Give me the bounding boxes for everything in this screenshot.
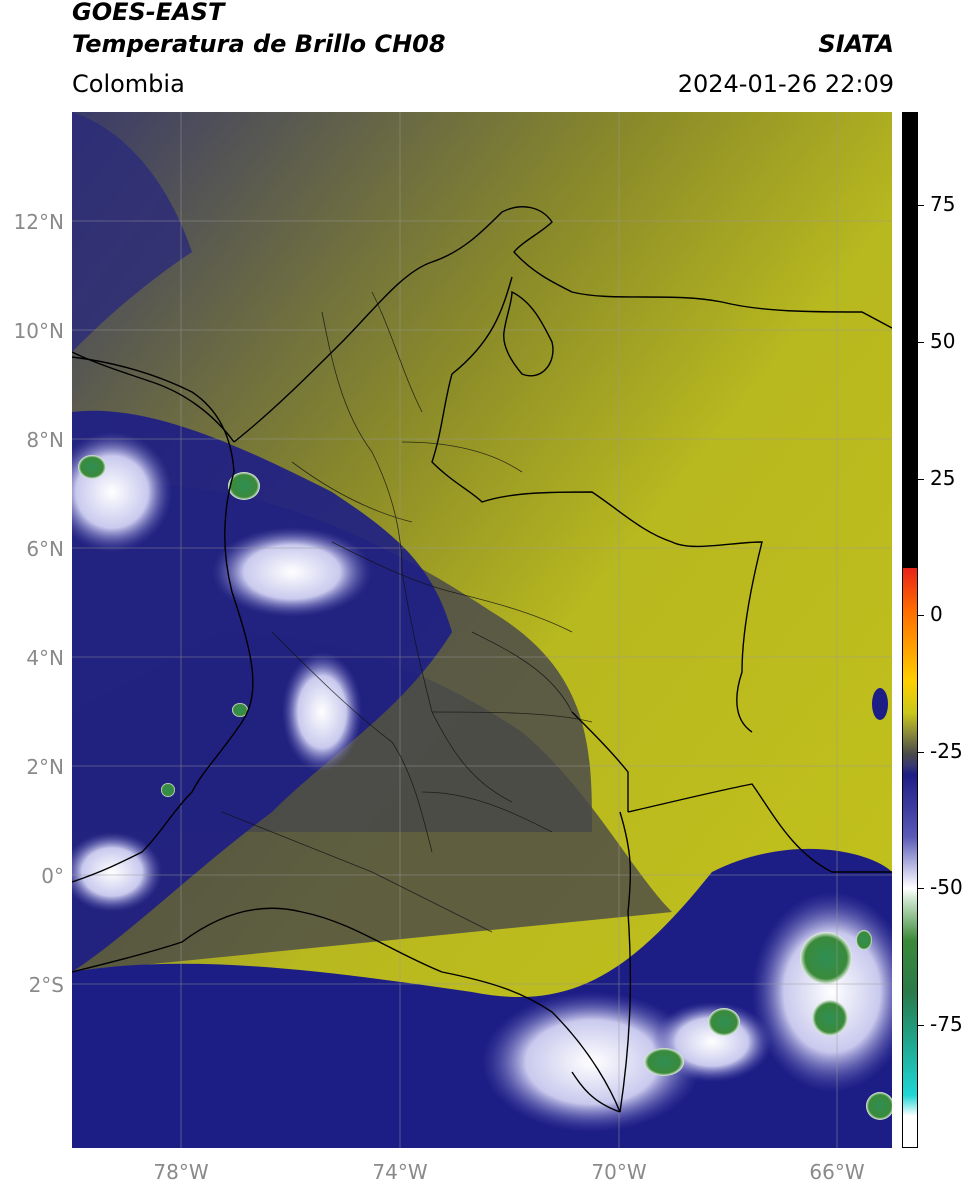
colorbar-label-0: 0 [930, 602, 943, 626]
lat-label-0: 0° [41, 864, 64, 888]
colorbar-tick [918, 888, 924, 889]
lon-label-66w: 66°W [809, 1160, 865, 1184]
lat-label-2n: 2°N [26, 755, 64, 779]
lat-label-12n: 12°N [13, 210, 64, 234]
graticule [72, 112, 892, 1148]
lat-label-10n: 10°N [13, 319, 64, 343]
colorbar-tick [918, 342, 924, 343]
colorbar-label-neg75: -75 [930, 1012, 963, 1036]
lat-label-4n: 4°N [26, 646, 64, 670]
lat-label-2s: 2°S [28, 973, 64, 997]
department-borders [221, 291, 593, 933]
timestamp-label: 2024-01-26 22:09 [677, 70, 894, 98]
title-satellite: GOES-EAST [72, 0, 225, 26]
lon-label-74w: 74°W [372, 1160, 428, 1184]
agency-label: SIATA [818, 30, 894, 58]
lon-label-70w: 70°W [591, 1160, 647, 1184]
colorbar-tick [918, 205, 924, 206]
colorbar-tick [918, 479, 924, 480]
colorbar-label-75: 75 [930, 192, 956, 216]
lat-label-8n: 8°N [26, 428, 64, 452]
colorbar-tick [918, 752, 924, 753]
lon-label-78w: 78°W [153, 1160, 209, 1184]
brightness-temperature-map [72, 112, 892, 1148]
temperature-colorbar [902, 112, 918, 1148]
title-product: Temperatura de Brillo CH08 [72, 30, 446, 58]
colorbar-tick [918, 1025, 924, 1026]
colorbar-label-50: 50 [930, 329, 956, 353]
country-borders [72, 206, 892, 1113]
colorbar-tick [918, 615, 924, 616]
colorbar-label-neg50: -50 [930, 875, 963, 899]
region-label: Colombia [72, 70, 185, 98]
colorbar-label-25: 25 [930, 466, 956, 490]
colorbar-label-neg25: -25 [930, 739, 963, 763]
lat-label-6n: 6°N [26, 537, 64, 561]
